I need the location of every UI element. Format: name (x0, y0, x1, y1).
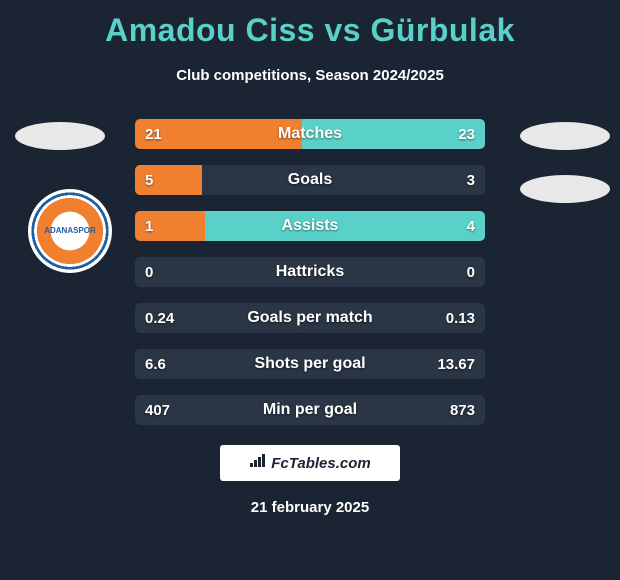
chart-icon (249, 454, 267, 473)
stat-row: 0.240.13Goals per match (135, 303, 485, 333)
stat-row: 14Assists (135, 211, 485, 241)
stat-label: Goals per match (135, 303, 485, 333)
stat-bars: 2123Matches 53Goals 14Assists 00Hattricks 0.… (135, 119, 485, 425)
stat-row: 2123Matches (135, 119, 485, 149)
footer-brand-logo: FcTables.com (220, 445, 400, 481)
stat-label: Goals (135, 165, 485, 195)
stat-label: Matches (135, 119, 485, 149)
stat-label: Hattricks (135, 257, 485, 287)
subtitle: Club competitions, Season 2024/2025 (0, 67, 620, 84)
player-left-badge-1 (15, 122, 105, 150)
footer-date: 21 february 2025 (0, 499, 620, 516)
footer-brand-text: FcTables.com (271, 455, 370, 472)
stat-row: 6.613.67Shots per goal (135, 349, 485, 379)
stat-row: 00Hattricks (135, 257, 485, 287)
stat-row: 53Goals (135, 165, 485, 195)
page-title: Amadou Ciss vs Gürbulak (0, 0, 620, 49)
comparison-area: ADANASPOR 2123Matches 53Goals 14Assists 00H… (0, 119, 620, 425)
stat-label: Shots per goal (135, 349, 485, 379)
stat-row: 407873Min per goal (135, 395, 485, 425)
player-right-badge-1 (520, 122, 610, 150)
club-logo-text: ADANASPOR (44, 227, 96, 235)
stat-label: Assists (135, 211, 485, 241)
player-right-badge-2 (520, 175, 610, 203)
club-logo-left: ADANASPOR (28, 189, 112, 273)
stat-label: Min per goal (135, 395, 485, 425)
